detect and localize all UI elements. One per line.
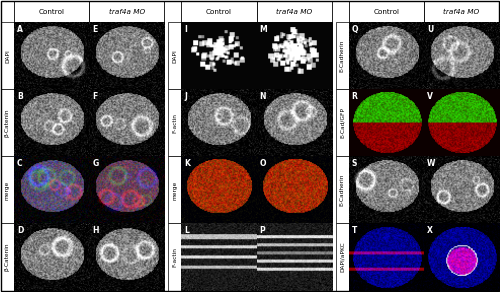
Text: H: H (92, 226, 98, 235)
Text: T: T (352, 226, 357, 235)
Bar (1, 22, 14, 89)
Text: A: A (17, 25, 23, 34)
Text: V: V (82, 66, 87, 71)
Bar (14, 1, 89, 22)
Text: E-Cad/GFP: E-Cad/GFP (340, 107, 344, 138)
Text: traf4a MO: traf4a MO (276, 9, 312, 15)
Bar (182, 1, 256, 22)
Bar (1, 223, 14, 291)
Text: E: E (92, 25, 98, 34)
Bar (336, 89, 348, 157)
Text: D: D (17, 226, 24, 235)
Text: merge: merge (5, 180, 10, 199)
Text: Control: Control (206, 9, 232, 15)
Text: R: R (352, 92, 358, 101)
Text: β-Catenin: β-Catenin (5, 109, 10, 137)
Text: I: I (184, 25, 187, 34)
Text: G: G (92, 159, 98, 168)
Text: D: D (82, 34, 87, 39)
Text: merge: merge (172, 180, 178, 199)
Text: C: C (17, 159, 22, 168)
Bar (168, 89, 181, 157)
Text: J: J (184, 92, 187, 101)
Bar (1, 157, 14, 223)
Bar (256, 1, 332, 22)
Text: U: U (427, 25, 433, 34)
Text: X: X (427, 226, 432, 235)
Text: K: K (184, 159, 190, 168)
Text: Q: Q (352, 25, 358, 34)
Text: N: N (260, 92, 266, 101)
Text: F-actin: F-actin (172, 247, 178, 267)
Text: B: B (17, 92, 23, 101)
Text: W: W (427, 159, 435, 168)
Text: β-Catenin: β-Catenin (5, 243, 10, 271)
Bar (336, 223, 348, 291)
Text: Control: Control (373, 9, 399, 15)
Text: F-actin: F-actin (172, 113, 178, 133)
Text: P: P (260, 226, 266, 235)
Text: traf4a MO: traf4a MO (108, 9, 145, 15)
Bar (89, 1, 164, 22)
Text: E-Cadherin: E-Cadherin (340, 40, 344, 72)
Bar (424, 1, 499, 22)
Text: V: V (427, 92, 432, 101)
Bar (168, 223, 181, 291)
Text: L: L (184, 226, 189, 235)
Text: E-Cadherin: E-Cadherin (340, 174, 344, 206)
Bar (168, 157, 181, 223)
Text: F: F (92, 92, 98, 101)
Text: DAPI: DAPI (172, 49, 178, 63)
Text: traf4a MO: traf4a MO (444, 9, 480, 15)
Text: Control: Control (38, 9, 64, 15)
Text: S: S (352, 159, 357, 168)
Text: M: M (260, 25, 268, 34)
Text: DAPI/aPKC: DAPI/aPKC (340, 242, 344, 272)
Bar (336, 157, 348, 223)
Bar (1, 89, 14, 157)
Bar (336, 22, 348, 89)
Bar (348, 1, 424, 22)
Text: DAPI: DAPI (5, 49, 10, 63)
Text: O: O (260, 159, 266, 168)
Bar (168, 22, 181, 89)
